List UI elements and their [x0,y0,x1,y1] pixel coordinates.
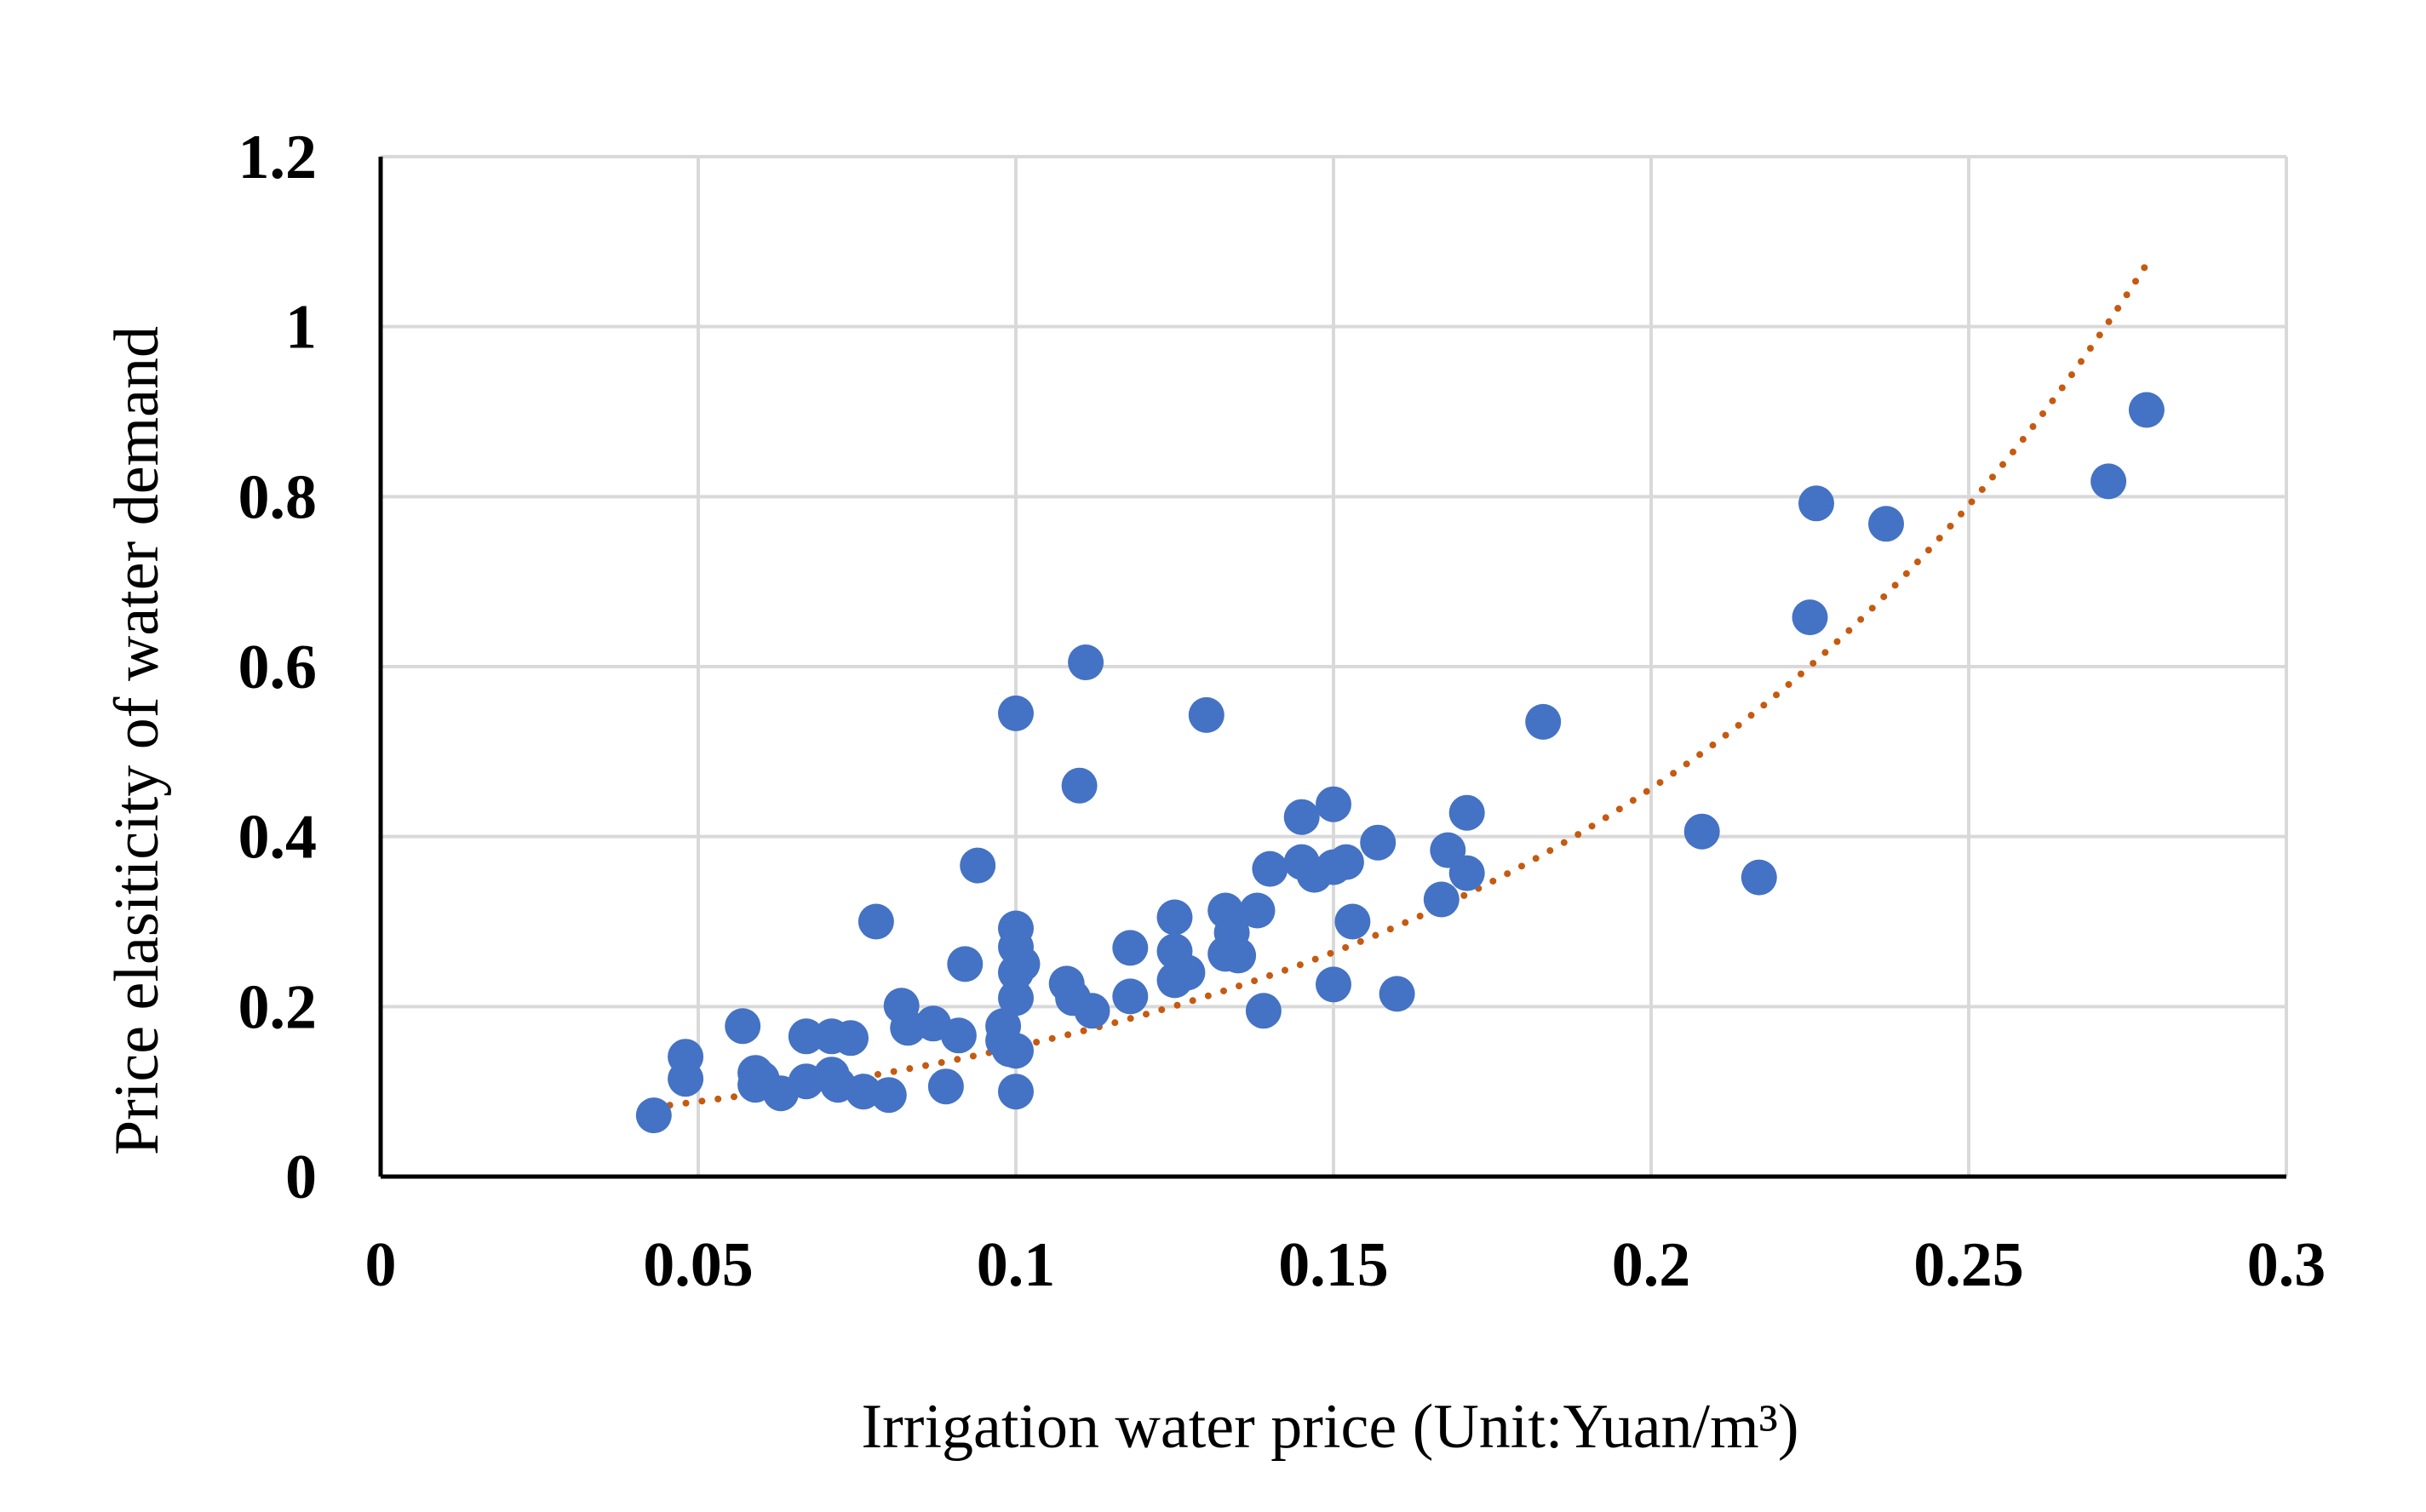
axes [378,157,2286,1179]
data-point [998,1033,1034,1069]
data-point [927,1068,964,1105]
data-point [857,903,894,940]
data-points [635,392,2165,1134]
data-point [1112,978,1149,1015]
data-point [998,980,1034,1017]
x-tick-labels: 0 0.05 0.1 0.15 0.2 0.25 0.3 [365,1230,2326,1300]
data-point [998,695,1034,731]
x-tick-label: 0 [365,1230,397,1300]
data-point [1220,937,1257,974]
x-tick-label: 0.25 [1913,1230,2024,1300]
data-point [1156,899,1193,936]
data-point [725,1008,761,1045]
y-tick-label: 1 [285,293,317,363]
y-tick-labels: 0 0.2 0.4 0.6 0.8 1 1.2 [238,123,318,1212]
data-point [2090,463,2127,500]
data-point [1448,855,1485,891]
y-tick-label: 0.2 [238,972,318,1042]
data-point [1068,644,1104,680]
x-axis-title: Irrigation water price (Unit:Yuan/m³) [862,1392,1799,1462]
data-point [668,1061,704,1097]
data-point [1334,903,1371,940]
x-tick-label: 0.15 [1278,1230,1389,1300]
data-point [1792,599,1828,636]
y-tick-label: 1.2 [238,123,318,192]
grid-lines [381,155,2288,1177]
data-point [1328,844,1364,880]
data-point [788,1018,824,1055]
y-tick-label: 0.4 [238,803,318,873]
data-point [1283,799,1320,835]
data-point [1245,993,1282,1029]
data-point [635,1097,672,1134]
data-point [1004,946,1041,982]
data-point [1525,703,1562,740]
data-point [1252,850,1288,887]
data-point [1868,506,1904,542]
x-tick-label: 0.2 [1612,1230,1691,1300]
x-tick-label: 0.05 [643,1230,754,1300]
data-point [1074,993,1110,1029]
data-point [960,847,996,884]
data-point [1448,794,1485,831]
data-point [2128,392,2165,428]
y-axis-title: Price elasiticity of water demand [102,326,172,1155]
data-point [1061,767,1098,804]
data-point [1169,954,1206,991]
data-point [833,1020,869,1057]
data-point [947,946,984,982]
data-point [940,1017,977,1054]
data-point [1741,859,1777,896]
data-point [1188,696,1224,733]
data-point [1423,881,1460,918]
data-point [1360,824,1397,861]
data-point [1798,485,1834,522]
y-tick-label: 0.8 [238,462,318,532]
x-tick-label: 0.1 [977,1230,1056,1300]
data-point [1379,976,1415,1012]
data-point [1316,786,1351,822]
y-tick-label: 0.6 [238,633,318,702]
data-point [1316,966,1351,1003]
y-tick-label: 0 [285,1143,317,1212]
data-point [870,1077,907,1114]
data-point [998,1074,1034,1110]
data-point [1683,813,1720,850]
data-point [1112,930,1149,966]
x-tick-label: 0.3 [2247,1230,2326,1300]
data-point [1239,892,1276,929]
